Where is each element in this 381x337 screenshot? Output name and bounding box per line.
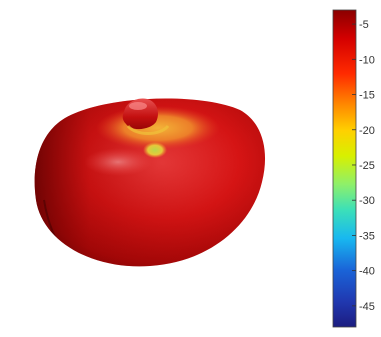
colorbar-tick-label: -35 bbox=[359, 230, 375, 242]
surface-green-spot bbox=[143, 142, 167, 158]
colorbar-tick-label: -25 bbox=[359, 160, 375, 172]
surface-lobe-rim bbox=[126, 124, 170, 135]
surface-lobe-highlight bbox=[129, 102, 147, 110]
colorbar-tick-label: -10 bbox=[359, 54, 375, 66]
colorbar-tick-label: -45 bbox=[359, 301, 375, 313]
colorbar-gradient bbox=[332, 9, 357, 328]
colorbar-ticks: -5 -10 -15 -20 -25 -30 -35 -40 -45 bbox=[352, 19, 375, 313]
colorbar-tick-label: -15 bbox=[359, 90, 375, 102]
colorbar-tick-label: -30 bbox=[359, 195, 375, 207]
surface-highlight bbox=[84, 148, 152, 176]
colorbar: -5 -10 -15 -20 -25 -30 -35 -40 -45 bbox=[332, 9, 375, 328]
colorbar-tick-label: -5 bbox=[359, 19, 369, 31]
radiation-pattern-surface bbox=[34, 98, 266, 267]
colorbar-tick-label: -40 bbox=[359, 266, 375, 278]
colorbar-tick-label: -20 bbox=[359, 125, 375, 137]
